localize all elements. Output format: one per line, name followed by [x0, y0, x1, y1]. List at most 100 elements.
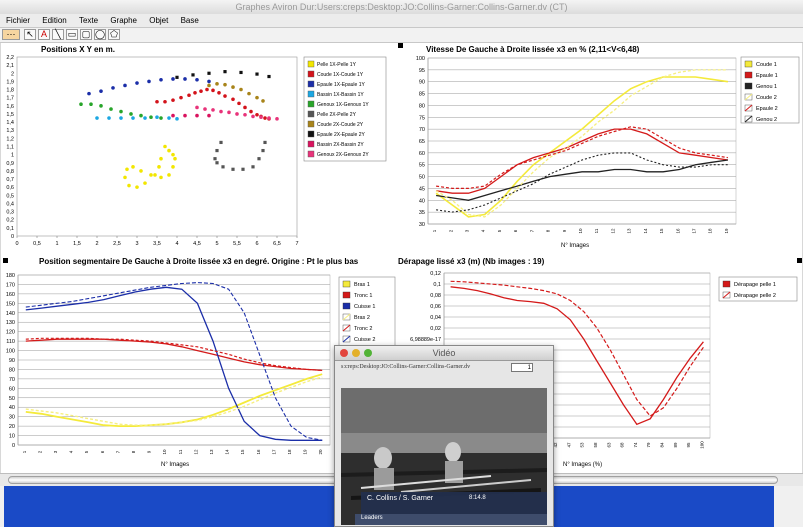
xy-point	[171, 77, 175, 81]
xy-point	[231, 97, 235, 102]
xy-legend-swatch	[307, 120, 315, 128]
y-tick-label: 80	[9, 367, 15, 373]
x-tick-label: 13	[209, 449, 214, 455]
menu-base[interactable]: Base	[180, 16, 199, 25]
xy-y-tick-label: 0,9	[6, 161, 14, 167]
xy-legend-label: Coude 1X-Coude 1Y	[317, 72, 364, 78]
xy-point	[99, 104, 103, 108]
xy-legend-swatch	[307, 110, 315, 118]
x-tick-label: 4	[69, 450, 74, 453]
xy-point	[135, 81, 139, 85]
legend-swatch	[744, 60, 753, 68]
xy-point	[119, 116, 123, 120]
xy-point	[257, 157, 261, 161]
y-tick-label: 160	[6, 292, 15, 298]
xy-y-tick-label: 0,6	[6, 185, 14, 191]
menu-texte[interactable]: Texte	[78, 16, 99, 25]
legend-swatch	[342, 291, 351, 299]
angle-chart-title: Position segmentaire De Gauche à Droite …	[39, 257, 359, 266]
xy-point	[223, 82, 227, 87]
xy-point	[157, 165, 161, 169]
menu-fichier[interactable]: Fichier	[6, 16, 31, 25]
x-tick-label: 10	[162, 449, 167, 455]
x-tick-label: 9	[147, 450, 152, 453]
series-line	[435, 69, 728, 218]
x-tick-label: 2	[37, 450, 42, 453]
xy-point	[259, 115, 263, 120]
zoom-icon[interactable]	[364, 349, 372, 357]
selection-handle[interactable]	[3, 258, 8, 263]
xy-point	[205, 87, 209, 92]
x-tick-label: 5	[84, 450, 89, 453]
selection-handle[interactable]	[797, 258, 802, 263]
xy-point	[183, 77, 187, 81]
rounded-rect-tool-icon[interactable]: ▢	[80, 29, 92, 40]
xy-legend-label: Epaule 2X-Epaule 2Y	[317, 132, 365, 138]
polygon-tool-icon[interactable]: ⬠	[108, 29, 120, 40]
y-tick-label: 150	[6, 301, 15, 307]
x-tick-label: 12	[610, 228, 615, 234]
y-tick-label: 75	[419, 115, 425, 121]
y-tick-label: 0,1	[433, 282, 441, 288]
xy-point	[241, 167, 245, 171]
xy-point	[191, 73, 195, 77]
pointer-tool-icon[interactable]: ↖	[24, 29, 36, 40]
speed-chart[interactable]: Vitesse De Gauche à Droite lissée x3 en …	[406, 43, 801, 255]
xy-point	[211, 108, 215, 112]
xy-y-tick-label: 1,2	[6, 136, 14, 142]
series-line	[25, 286, 323, 441]
xy-point	[255, 112, 259, 117]
xy-legend-swatch	[307, 140, 315, 148]
xy-point	[207, 71, 211, 75]
background-panel	[4, 486, 334, 527]
y-tick-label: 0,04	[430, 315, 441, 321]
xy-point	[149, 115, 153, 120]
xy-legend-label: Coude 2X-Coude 2Y	[317, 122, 364, 128]
ellipse-tool-icon[interactable]: ◯	[94, 29, 106, 40]
x-tick-label: 18	[708, 228, 713, 234]
rectangle-tool-icon[interactable]: ▭	[66, 29, 78, 40]
legend-swatch	[744, 82, 753, 90]
y-tick-label: 40	[9, 405, 15, 411]
xy-point	[109, 107, 113, 111]
y-tick-label: 0,08	[430, 293, 441, 299]
xy-x-tick-label: 3	[135, 241, 138, 247]
xy-point	[95, 116, 99, 120]
minimize-icon[interactable]	[352, 349, 360, 357]
tool-palette: ⋯ ↖ A ╲ ▭ ▢ ◯ ⬠	[0, 28, 803, 43]
frame-field[interactable]: 1	[511, 363, 533, 372]
menu-graphe[interactable]: Graphe	[110, 16, 137, 25]
selection-handle[interactable]	[398, 43, 403, 48]
xy-point	[223, 70, 227, 74]
grid-tool-icon[interactable]: ⋯	[2, 29, 20, 40]
text-tool-icon[interactable]: A	[38, 29, 50, 40]
x-tick-label: 47	[566, 442, 571, 448]
y-tick-label: 110	[6, 339, 15, 345]
y-tick-label: 0,06	[430, 304, 441, 310]
xy-y-tick-label: 1,3	[6, 128, 14, 134]
xy-x-tick-label: 0	[15, 241, 18, 247]
menu-objet[interactable]: Objet	[149, 16, 169, 25]
x-tick-label: 9	[562, 229, 567, 232]
xy-positions-chart[interactable]: Positions X Y en m. 2,2 2,1 2 1,9 1,8 1,7 1,6 1…	[1, 43, 396, 255]
video-window[interactable]: Vidéo s:creps:Desktop:JO:Collins-Garner:…	[334, 345, 554, 527]
line-tool-icon[interactable]: ╲	[52, 29, 64, 40]
xy-legend-label: Genoux 1X-Genoux 1Y	[317, 102, 369, 108]
y-tick-label: 55	[419, 163, 425, 169]
legend-swatch-hatch	[342, 335, 351, 343]
x-tick-label: 19	[303, 449, 308, 455]
xy-y-tick-label: 0,2	[6, 218, 14, 224]
xy-point	[187, 93, 191, 98]
xy-point	[211, 88, 215, 93]
x-tick-label: 95	[686, 442, 691, 448]
xy-point	[195, 113, 199, 118]
close-icon[interactable]	[340, 349, 348, 357]
legend-swatch-hatch	[342, 324, 351, 332]
xy-point	[237, 101, 241, 106]
xy-point	[215, 82, 219, 86]
x-tick-label: 19	[724, 228, 729, 234]
y-tick-label: 90	[419, 80, 425, 86]
xy-point	[167, 173, 171, 177]
xy-y-tick-label: 1,5	[6, 112, 14, 118]
menu-edition[interactable]: Edition	[42, 16, 67, 25]
